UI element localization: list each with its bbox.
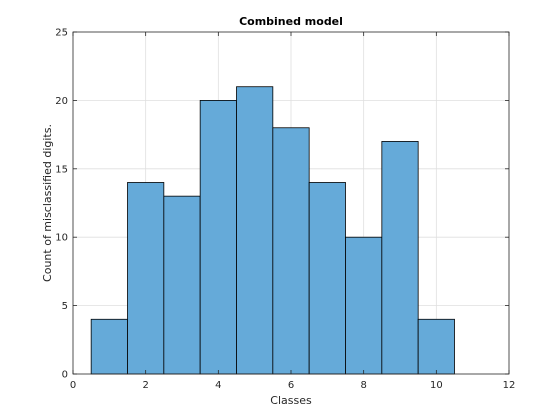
y-tick-label-5: 5 xyxy=(62,301,68,312)
bar-class-7 xyxy=(308,182,346,375)
bar-class-2 xyxy=(127,182,165,375)
bars xyxy=(90,86,455,375)
y-tick-label-15: 15 xyxy=(55,164,68,175)
x-tick-label-12: 12 xyxy=(503,380,516,391)
x-tick-label-2: 2 xyxy=(142,380,148,391)
x-tick-label-0: 0 xyxy=(70,380,76,391)
bar-class-8 xyxy=(345,236,383,375)
bar-class-1 xyxy=(90,318,128,375)
x-tick-label-4: 4 xyxy=(215,380,221,391)
y-tick-label-10: 10 xyxy=(55,233,68,244)
y-tick-label-20: 20 xyxy=(55,96,68,107)
bar-class-5 xyxy=(236,86,274,375)
bar-class-3 xyxy=(163,195,201,375)
y-tick-label-25: 25 xyxy=(55,28,68,39)
x-axis-label: Classes xyxy=(270,394,312,407)
x-tick-label-8: 8 xyxy=(360,380,366,391)
bar-class-6 xyxy=(272,127,310,375)
bar-class-4 xyxy=(199,100,237,375)
chart-title: Combined model xyxy=(239,15,343,28)
x-tick-label-6: 6 xyxy=(288,380,294,391)
x-tick-label-10: 10 xyxy=(430,380,443,391)
bar-class-10 xyxy=(417,318,455,375)
bar-class-9 xyxy=(381,141,419,375)
ticks: 0 2 4 6 8 10 12 0 5 10 15 20 25 xyxy=(55,28,515,392)
y-tick-label-0: 0 xyxy=(62,370,68,381)
y-axis-label: Count of misclassified digits. xyxy=(41,124,54,282)
